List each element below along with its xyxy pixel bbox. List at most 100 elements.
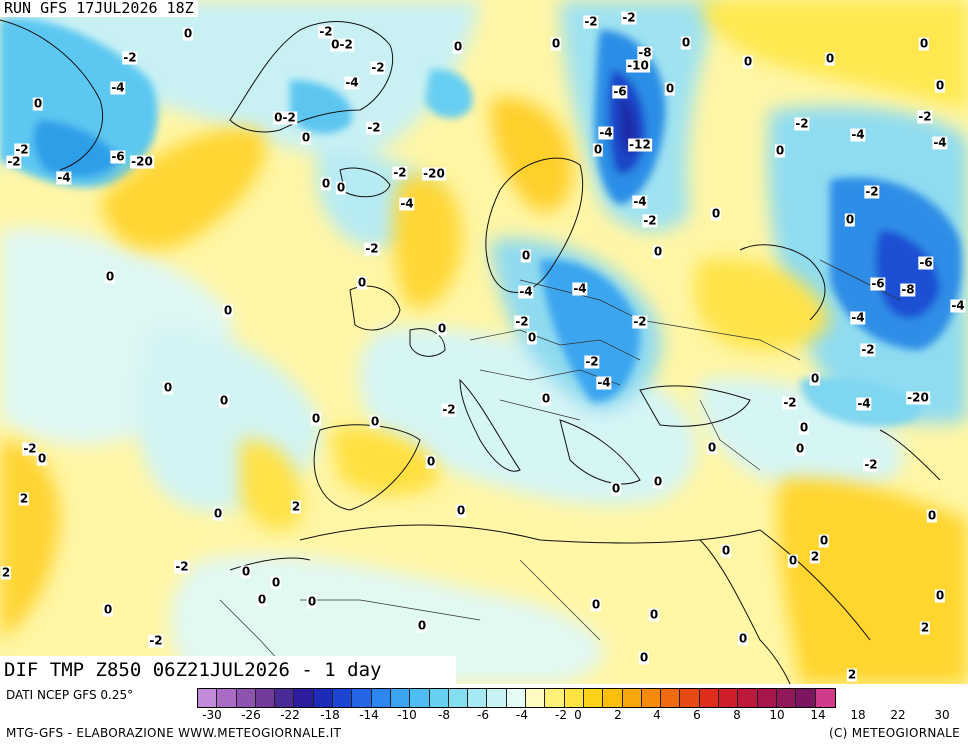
contour-value-label: -4 <box>950 298 966 313</box>
contour-value-label: -20 <box>422 166 446 181</box>
contour-value-label: 0 <box>592 142 604 157</box>
contour-value-label: 0 <box>335 180 347 195</box>
legend-swatch <box>738 689 758 707</box>
legend-swatch <box>564 689 584 707</box>
legend-tick-label: -6 <box>477 708 489 722</box>
legend-swatch <box>429 689 449 707</box>
contour-value-label: 0 <box>798 420 810 435</box>
legend-swatch <box>699 689 720 707</box>
contour-value-label: -2 <box>174 559 190 574</box>
contour-value-label: 0 <box>425 454 437 469</box>
legend-tick-label: -14 <box>359 708 379 722</box>
contour-value-label: -2 <box>642 213 658 228</box>
contour-value-label: -8 <box>900 282 916 297</box>
contour-value-label: -2 <box>441 402 457 417</box>
contour-value-label: 0 <box>240 564 252 579</box>
legend-swatch <box>448 689 469 707</box>
contour-value-label: -8 <box>637 45 653 60</box>
contour-value-label: 0 <box>36 451 48 466</box>
contour-value-label: 0-2 <box>273 110 297 125</box>
legend-swatch <box>757 689 777 707</box>
contour-value-label: -4 <box>399 196 415 211</box>
contour-value-label: 0 <box>416 618 428 633</box>
legend-tick-label: 14 <box>810 708 826 722</box>
legend-swatch <box>545 689 565 707</box>
contour-value-label: 0 <box>652 244 664 259</box>
contour-value-label: 0 <box>680 35 692 50</box>
legend-swatch <box>371 689 391 707</box>
legend-tick-label: -10 <box>397 708 417 722</box>
contour-value-label: -4 <box>518 284 534 299</box>
legend-swatch <box>815 689 835 707</box>
legend-swatch <box>680 689 700 707</box>
contour-value-label: -4 <box>56 170 72 185</box>
contour-value-label: -2 <box>514 314 530 329</box>
run-label: RUN GFS 17JUL2026 18Z <box>0 0 198 17</box>
contour-value-label: 0 <box>32 96 44 111</box>
contour-value-label: -2 <box>632 314 648 329</box>
legend-tick-label: -2 <box>555 708 567 722</box>
contour-value-label: -2 <box>14 142 30 157</box>
legend-swatch <box>410 689 430 707</box>
legend-tick-label: -4 <box>516 708 528 722</box>
contour-value-label: 0 <box>774 143 786 158</box>
legend-tick-label: 30 <box>934 708 950 722</box>
contour-value-label: -2 <box>122 50 138 65</box>
legend-swatch <box>506 689 527 707</box>
legend-swatch <box>526 689 546 707</box>
legend-swatch <box>217 689 237 707</box>
contour-value-label: -2 <box>370 60 386 75</box>
legend-tick-label: 22 <box>890 708 906 722</box>
contour-value-label: 0 <box>162 380 174 395</box>
legend-swatch <box>603 689 623 707</box>
legend-swatch <box>776 689 797 707</box>
contour-value-label: 0 <box>918 36 930 51</box>
contour-value-label: -4 <box>572 281 588 296</box>
contour-value-label: -4 <box>344 75 360 90</box>
contour-value-label: -2 <box>6 154 22 169</box>
contour-value-label: -2 <box>863 457 879 472</box>
contour-value-label: 0 <box>452 39 464 54</box>
contour-value-label: 0 <box>787 553 799 568</box>
contour-value-label: 0 <box>737 631 749 646</box>
legend-tick-label: 6 <box>693 708 701 722</box>
contour-value-label: 0 <box>520 248 532 263</box>
contour-value-label: 0 <box>550 36 562 51</box>
contour-value-label: 0 <box>320 176 332 191</box>
contour-value-label: 0 <box>809 371 821 386</box>
contour-value-label: 0 <box>720 543 732 558</box>
contour-value-label: 2 <box>846 667 858 682</box>
legend-swatch <box>641 689 662 707</box>
contour-value-label: -6 <box>612 84 628 99</box>
contour-value-label: 0 <box>270 575 282 590</box>
legend-tick-label: -30 <box>202 708 222 722</box>
contour-value-label: 0 <box>934 588 946 603</box>
legend-swatch <box>622 689 642 707</box>
contour-value-label: -2 <box>22 441 38 456</box>
contour-value-label: 0 <box>104 269 116 284</box>
legend-swatch <box>294 689 314 707</box>
legend-tick-label: 10 <box>769 708 785 722</box>
legend-swatches <box>197 688 836 708</box>
contour-value-label: -4 <box>598 125 614 140</box>
contour-value-label: 2 <box>809 549 821 564</box>
contour-value-label: 0 <box>706 440 718 455</box>
credit-line: MTG-GFS - ELABORAZIONE WWW.METEOGIORNALE… <box>6 726 342 740</box>
legend-swatch <box>661 689 681 707</box>
contour-value-label: -4 <box>632 194 648 209</box>
contour-value-label: -4 <box>856 396 872 411</box>
legend-tick-label: -26 <box>241 708 261 722</box>
contour-value-label: 0 <box>306 594 318 609</box>
map-field <box>0 0 968 684</box>
contour-value-label: 0 <box>710 206 722 221</box>
legend-tick-label: -22 <box>280 708 300 722</box>
contour-value-label: -2 <box>366 120 382 135</box>
contour-value-label: 0 <box>540 391 552 406</box>
anomaly-cold-core <box>0 18 962 427</box>
legend-swatch <box>255 689 276 707</box>
contour-value-label: -2 <box>864 184 880 199</box>
contour-value-label: -10 <box>626 58 650 73</box>
contour-value-label: 2 <box>290 499 302 514</box>
contour-value-label: -4 <box>932 135 948 150</box>
contour-value-label: 0 <box>818 533 830 548</box>
